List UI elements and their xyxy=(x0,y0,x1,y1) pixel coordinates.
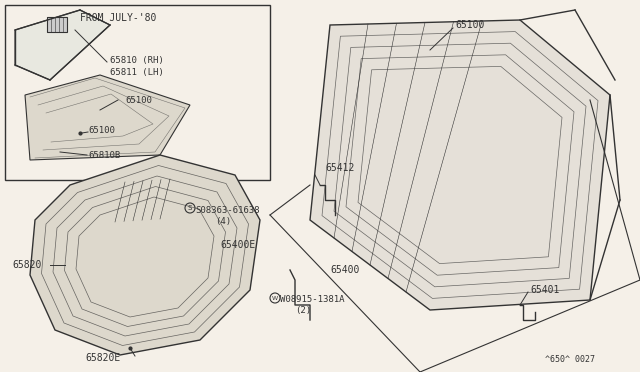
Text: 65400: 65400 xyxy=(330,265,360,275)
Text: ^650^ 0027: ^650^ 0027 xyxy=(545,356,595,365)
Text: 65811 (LH): 65811 (LH) xyxy=(110,67,164,77)
Text: W08915-1381A: W08915-1381A xyxy=(280,295,344,305)
Text: S: S xyxy=(188,205,192,211)
Text: 65100: 65100 xyxy=(455,20,484,30)
Text: 65412: 65412 xyxy=(325,163,355,173)
Polygon shape xyxy=(25,75,190,160)
Text: 65820E: 65820E xyxy=(85,353,120,363)
Text: S08363-61638: S08363-61638 xyxy=(195,205,259,215)
Text: 65810 (RH): 65810 (RH) xyxy=(110,55,164,64)
Text: 65810B: 65810B xyxy=(88,151,120,160)
Text: (2): (2) xyxy=(295,307,311,315)
Polygon shape xyxy=(15,10,110,80)
Bar xyxy=(5,5,270,180)
Text: (4): (4) xyxy=(215,217,231,225)
Text: 65400E: 65400E xyxy=(220,240,255,250)
Polygon shape xyxy=(310,20,610,310)
Polygon shape xyxy=(30,155,260,355)
Text: W: W xyxy=(272,295,278,301)
Text: 65100: 65100 xyxy=(88,125,115,135)
Bar xyxy=(47,17,67,32)
Text: FROM JULY-'80: FROM JULY-'80 xyxy=(80,13,156,23)
Text: 65401: 65401 xyxy=(530,285,559,295)
Text: 65100: 65100 xyxy=(125,96,152,105)
Text: 65820: 65820 xyxy=(12,260,42,270)
